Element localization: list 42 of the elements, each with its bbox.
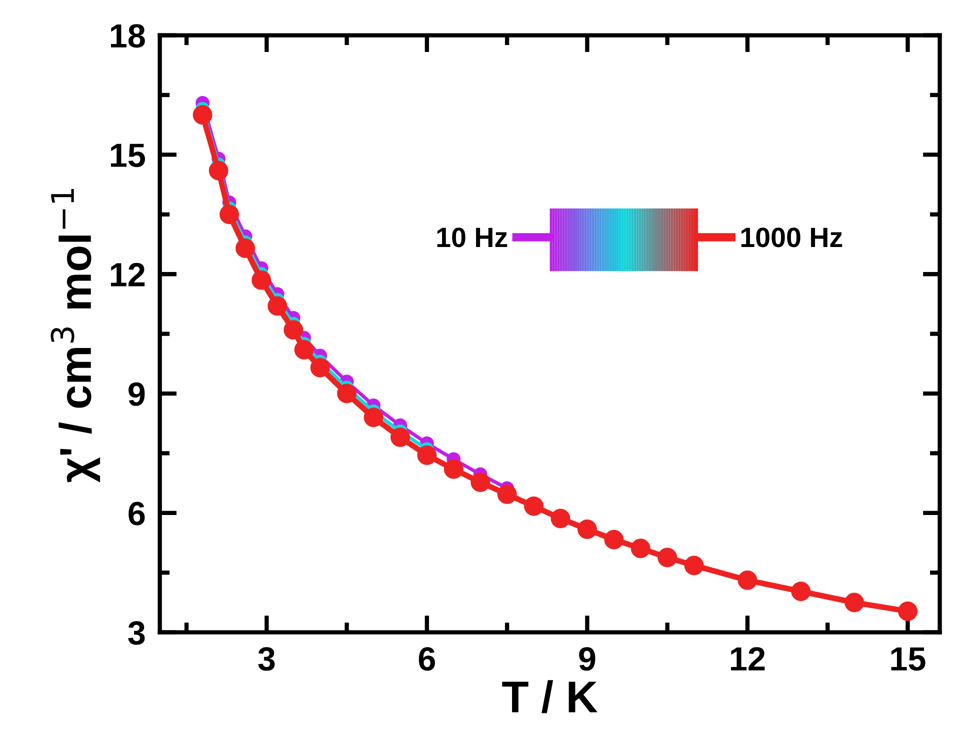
- point: [844, 592, 864, 612]
- x-tick-label: 6: [418, 647, 435, 671]
- y-tick-label: 9: [128, 382, 145, 406]
- legend-label: 1000 Hz: [741, 228, 842, 248]
- point: [390, 428, 410, 448]
- point: [220, 204, 239, 224]
- point: [550, 508, 570, 528]
- point: [294, 340, 314, 360]
- point: [604, 530, 624, 550]
- point: [630, 538, 650, 558]
- x-tick-label: 3: [258, 647, 275, 671]
- x-tick-label: 15: [891, 647, 926, 671]
- y-tick-label: 3: [128, 621, 145, 645]
- y-tick-label: 18: [110, 24, 145, 48]
- point: [364, 408, 384, 428]
- point: [236, 238, 256, 258]
- point: [444, 459, 464, 479]
- y-tick-label: 15: [110, 144, 146, 168]
- point: [208, 160, 228, 180]
- y-axis-title: χ' / cm$^{3}$ mol$^{−1}$: [50, 189, 100, 482]
- point: [284, 320, 304, 340]
- point: [417, 445, 437, 465]
- point: [524, 496, 544, 516]
- point: [738, 570, 758, 590]
- point: [684, 556, 704, 576]
- point: [192, 105, 212, 125]
- y-tick-label: 12: [110, 262, 145, 286]
- point: [310, 358, 330, 378]
- point: [470, 472, 490, 492]
- point: [658, 548, 678, 568]
- point: [252, 270, 272, 290]
- point: [497, 484, 517, 504]
- x-axis-title: T / K: [502, 680, 598, 714]
- x-tick-label: 12: [731, 647, 765, 670]
- y-tick-label: 6: [128, 502, 145, 526]
- point: [337, 384, 357, 404]
- point: [898, 602, 918, 621]
- point: [577, 520, 597, 539]
- point: [791, 582, 811, 602]
- x-tick-label: 9: [579, 647, 596, 671]
- legend-label: 10 Hz: [437, 228, 508, 248]
- point: [268, 296, 288, 316]
